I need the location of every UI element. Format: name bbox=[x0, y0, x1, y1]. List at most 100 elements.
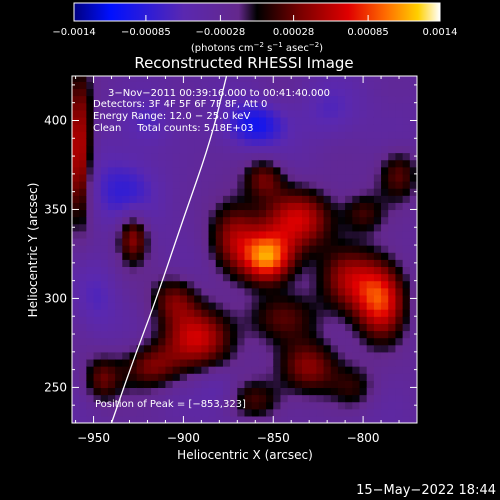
heatmap-pixel bbox=[172, 209, 181, 218]
heatmap-pixel bbox=[194, 280, 202, 289]
heatmap-pixel bbox=[359, 95, 368, 104]
heatmap-pixel bbox=[194, 273, 202, 282]
heatmap-pixel bbox=[352, 252, 361, 260]
heatmap-pixel bbox=[395, 358, 404, 367]
heatmap-pixel bbox=[230, 252, 238, 260]
annotation-clean-counts: Clean Total counts: 5.18E+03 bbox=[93, 123, 253, 134]
heatmap-pixel bbox=[294, 209, 303, 218]
heatmap-pixel bbox=[230, 373, 238, 381]
heatmap-pixel bbox=[143, 280, 152, 289]
heatmap-pixel bbox=[266, 344, 274, 353]
heatmap-pixel bbox=[381, 366, 389, 374]
heatmap-pixel bbox=[359, 188, 368, 196]
heatmap-pixel bbox=[258, 76, 267, 82]
heatmap-pixel bbox=[330, 401, 339, 410]
heatmap-pixel bbox=[129, 330, 138, 339]
heatmap-pixel bbox=[237, 287, 246, 296]
heatmap-pixel bbox=[230, 294, 238, 303]
heatmap-pixel bbox=[179, 245, 188, 253]
heatmap-pixel bbox=[373, 387, 382, 396]
heatmap-pixel bbox=[266, 102, 274, 111]
heatmap-pixel bbox=[359, 237, 368, 246]
heatmap-pixel bbox=[287, 259, 296, 268]
heatmap-pixel bbox=[337, 280, 346, 289]
heatmap-pixel bbox=[366, 102, 375, 111]
heatmap-pixel bbox=[86, 116, 95, 125]
heatmap-pixel bbox=[316, 76, 325, 82]
heatmap-pixel bbox=[258, 145, 267, 154]
heatmap-pixel bbox=[244, 344, 253, 353]
heatmap-pixel bbox=[280, 287, 289, 296]
heatmap-pixel bbox=[309, 173, 317, 182]
heatmap-pixel bbox=[237, 109, 246, 118]
heatmap-pixel bbox=[115, 415, 123, 423]
heatmap-pixel bbox=[172, 366, 181, 374]
heatmap-pixel bbox=[388, 273, 397, 282]
heatmap-pixel bbox=[136, 138, 145, 146]
heatmap-pixel bbox=[402, 330, 411, 339]
heatmap-pixel bbox=[129, 358, 138, 367]
heatmap-pixel bbox=[251, 145, 260, 154]
heatmap-pixel bbox=[251, 408, 260, 417]
heatmap-pixel bbox=[266, 166, 274, 175]
heatmap-pixel bbox=[136, 188, 145, 196]
heatmap-pixel bbox=[395, 394, 404, 403]
heatmap-pixel bbox=[86, 380, 95, 389]
heatmap-pixel bbox=[345, 273, 353, 282]
heatmap-pixel bbox=[165, 237, 174, 246]
heatmap-pixel bbox=[151, 223, 159, 232]
heatmap-pixel bbox=[337, 358, 346, 367]
heatmap-pixel bbox=[280, 266, 289, 275]
heatmap-pixel bbox=[280, 316, 289, 324]
heatmap-pixel bbox=[309, 323, 317, 332]
heatmap-pixel bbox=[373, 316, 382, 324]
heatmap-pixel bbox=[244, 373, 253, 381]
heatmap-pixel bbox=[215, 152, 224, 161]
heatmap-pixel bbox=[373, 366, 382, 374]
heatmap-pixel bbox=[316, 294, 325, 303]
heatmap-pixel bbox=[337, 309, 346, 317]
heatmap-pixel bbox=[230, 95, 238, 104]
heatmap-pixel bbox=[72, 202, 80, 211]
heatmap-pixel bbox=[79, 109, 87, 118]
heatmap-pixel bbox=[158, 209, 167, 218]
heatmap-pixel bbox=[100, 373, 109, 381]
heatmap-pixel bbox=[136, 323, 145, 332]
heatmap-pixel bbox=[244, 323, 253, 332]
heatmap-pixel bbox=[208, 237, 217, 246]
heatmap-pixel bbox=[280, 237, 289, 246]
heatmap-pixel bbox=[100, 380, 109, 389]
heatmap-pixel bbox=[86, 294, 95, 303]
heatmap-pixel bbox=[316, 216, 325, 225]
heatmap-pixel bbox=[251, 266, 260, 275]
heatmap-pixel bbox=[258, 415, 267, 423]
heatmap-pixel bbox=[79, 166, 87, 175]
heatmap-pixel bbox=[172, 380, 181, 389]
heatmap-pixel bbox=[158, 216, 167, 225]
heatmap-pixel bbox=[72, 380, 80, 389]
heatmap-pixel bbox=[179, 166, 188, 175]
heatmap-pixel bbox=[359, 223, 368, 232]
heatmap-pixel bbox=[122, 309, 131, 317]
heatmap-pixel bbox=[129, 109, 138, 118]
heatmap-pixel bbox=[172, 195, 181, 203]
heatmap-pixel bbox=[280, 344, 289, 353]
heatmap-pixel bbox=[352, 109, 361, 118]
heatmap-pixel bbox=[345, 230, 353, 239]
heatmap-pixel bbox=[230, 344, 238, 353]
heatmap-pixel bbox=[337, 337, 346, 346]
heatmap-pixel bbox=[179, 401, 188, 410]
heatmap-pixel bbox=[107, 316, 116, 324]
heatmap-pixel bbox=[294, 159, 303, 168]
heatmap-pixel bbox=[258, 273, 267, 282]
heatmap-pixel bbox=[258, 102, 267, 111]
heatmap-pixel bbox=[381, 401, 389, 410]
heatmap-pixel bbox=[165, 152, 174, 161]
heatmap-pixel bbox=[158, 102, 167, 111]
heatmap-pixel bbox=[194, 138, 202, 146]
heatmap-pixel bbox=[151, 358, 159, 367]
heatmap-pixel bbox=[395, 309, 404, 317]
heatmap-pixel bbox=[287, 88, 296, 97]
heatmap-pixel bbox=[244, 116, 253, 125]
heatmap-pixel bbox=[273, 138, 282, 146]
